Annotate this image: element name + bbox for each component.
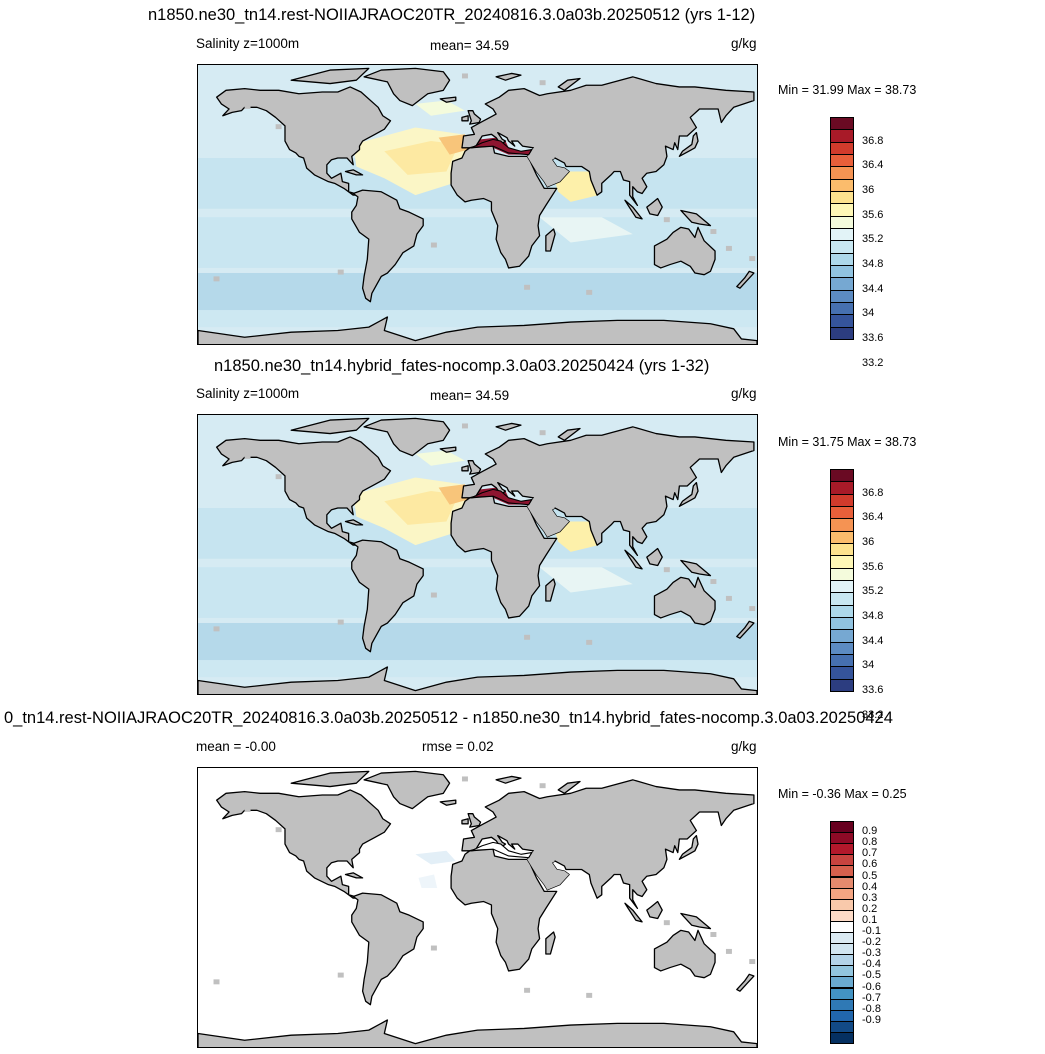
panel-1-mean-label: mean= 34.59 [430,38,510,53]
colorbar-label: 36.8 [862,486,884,499]
panel-3-colorbar: 0.9 0.8 0.7 0.6 0.5 0.4 0.3 0.2 0.1 -0.1 -0.2 -0.3-… [830,821,881,1044]
colorbar-box [830,326,854,340]
colorbar-box [830,314,854,328]
colorbar-box [830,518,854,532]
colorbar-label: 34.4 [862,634,884,647]
colorbar-box [830,678,854,692]
colorbar-label: -0.9 [862,1013,881,1026]
colorbar-label: -0.2 [862,936,881,949]
panel-3-mean-label: mean = -0.00 [196,739,276,754]
panel-3-world-map [198,768,757,1047]
panel-2-colorbar: 36.8 36.4 36 35.6 35.2 34.8 34.4 34 33.6 33.2 [830,469,883,721]
colorbar-box [830,240,854,254]
colorbar-label: 34.8 [862,610,884,622]
colorbar-label: -0.6 [862,980,881,993]
colorbar-label: -0.5 [862,969,881,982]
colorbar-box [830,481,854,495]
colorbar-box [830,543,854,557]
panel-1-units-label: g/kg [731,36,757,51]
colorbar-box [830,129,854,143]
colorbar-label: 0.8 [862,836,878,849]
colorbar-box [830,641,854,655]
colorbar-label: 33.6 [862,684,884,696]
colorbar-label: 35.6 [862,560,884,573]
colorbar-label: 35.2 [862,585,884,598]
panel-1-variable-label: Salinity z=1000m [196,36,300,51]
panel-3-map [197,767,758,1048]
colorbar-label: 0.4 [862,880,878,893]
panel-1-map [197,64,758,345]
colorbar-label: 35.6 [862,208,884,221]
panel-2-map [197,414,758,695]
colorbar-label: -0.1 [862,925,881,937]
colorbar-label: 35.2 [862,233,884,246]
colorbar-box [830,289,854,303]
colorbar-label: 36.4 [862,159,884,172]
colorbar-box [830,629,854,643]
colorbar-label: -0.4 [862,958,881,971]
colorbar-label: 0.7 [862,847,878,860]
colorbar-box [830,493,854,507]
colorbar-box [830,567,854,581]
colorbar-label: 34.4 [862,282,884,295]
colorbar-box [830,166,854,180]
colorbar-box [830,555,854,569]
colorbar-box [830,215,854,229]
colorbar-label: -0.8 [862,1002,881,1015]
panel-1-world-map [198,65,757,344]
panel-3-title: 0_tn14.rest-NOIIAJRAOC20TR_20240816.3.0a… [4,709,893,727]
colorbar-label: -0.3 [862,947,881,960]
colorbar-label: -0.7 [862,991,881,1004]
colorbar-label: 34 [862,659,875,672]
colorbar-box [830,265,854,279]
colorbar-box [830,191,854,205]
colorbar-label: 0.6 [862,858,878,871]
colorbar-box [830,178,854,192]
colorbar-label: 36.8 [862,134,884,147]
colorbar-box [830,228,854,242]
panel-3-minmax: Min = -0.36 Max = 0.25 [778,787,907,801]
panel-3-units-label: g/kg [731,739,757,754]
colorbar-label: 33.2 [862,356,884,369]
panel-2-units-label: g/kg [731,386,757,401]
colorbar-box [830,580,854,594]
panel-1-title: n1850.ne30_tn14.rest-NOIIAJRAOC20TR_2024… [148,6,756,24]
colorbar-box [830,617,854,631]
colorbar-label: 33.2 [862,708,884,721]
panel-2-title: n1850.ne30_tn14.hybrid_fates-nocomp.3.0a… [214,357,710,375]
colorbar-label: 0.1 [862,913,878,926]
colorbar-label: 0.2 [862,902,878,915]
colorbar-box [830,141,854,155]
colorbar-label: 36.4 [862,511,884,524]
colorbar-label: 36 [862,536,875,548]
colorbar-box [830,277,854,291]
colorbar-box [830,666,854,680]
colorbar-box [830,592,854,606]
colorbar-label: 33.6 [862,332,884,344]
colorbar-box [830,604,854,618]
panel-2-mean-label: mean= 34.59 [430,388,510,403]
colorbar-label: 0.5 [862,869,878,882]
colorbar-box [830,154,854,168]
panel-2-variable-label: Salinity z=1000m [196,386,300,401]
colorbar-box [830,469,854,483]
colorbar-box [830,252,854,266]
colorbar-box [830,1031,854,1044]
colorbar-label: 0.3 [862,891,878,904]
colorbar-label: 0.9 [862,825,878,838]
panel-1-minmax: Min = 31.99 Max = 38.73 [778,83,917,97]
panel-2-world-map [198,415,757,694]
panel-1-colorbar: 36.8 36.4 36 35.6 35.2 34.8 34.4 34 33.6 33.2 [830,117,883,369]
colorbar-box [830,654,854,668]
colorbar-label: 36 [862,184,875,196]
panel-3-rmse-label: rmse = 0.02 [422,739,494,754]
colorbar-box [830,302,854,316]
colorbar-label: 34.8 [862,258,884,270]
colorbar-label: 34 [862,307,875,320]
panel-2-minmax: Min = 31.75 Max = 38.73 [778,435,917,449]
colorbar-box [830,506,854,520]
colorbar-box [830,203,854,217]
colorbar-box [830,530,854,544]
colorbar-box [830,117,854,131]
